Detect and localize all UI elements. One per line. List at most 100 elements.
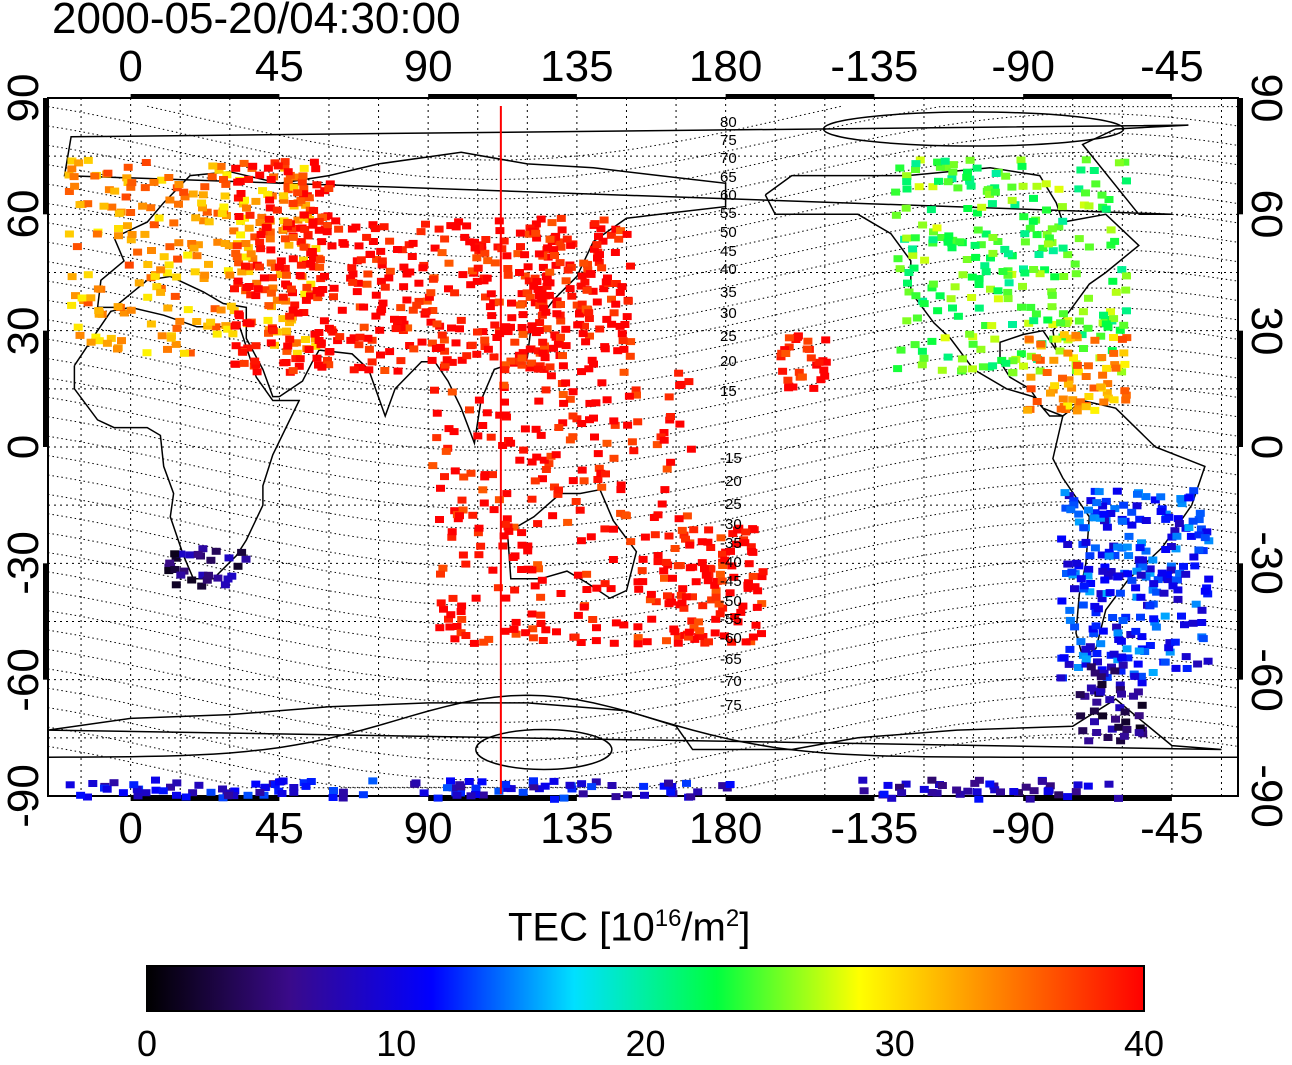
tec-cell (538, 338, 548, 346)
tec-cell (990, 786, 1000, 794)
tec-cell (70, 182, 80, 190)
tec-cell (268, 327, 278, 335)
tec-cell (142, 349, 152, 357)
tec-cell (1024, 335, 1034, 343)
tec-cell (928, 183, 938, 191)
geomag-contour (47, 132, 1239, 219)
tec-cell (306, 778, 316, 785)
tec-cell (1102, 523, 1112, 531)
tec-cell (589, 414, 598, 422)
tec-cell (250, 233, 260, 241)
tec-cell (300, 225, 310, 233)
tec-cell (1017, 162, 1027, 170)
tec-cell (534, 785, 544, 793)
tec-cell (1118, 517, 1127, 525)
tec-cell (626, 262, 635, 270)
tec-cell (447, 388, 457, 396)
tec-cell (242, 204, 251, 212)
tec-cell (264, 215, 274, 223)
tec-cell (686, 793, 696, 801)
tec-cell (549, 344, 558, 352)
tec-cell (523, 542, 533, 550)
tec-cell (502, 515, 512, 523)
tec-cell (532, 234, 542, 242)
tec-cell (346, 274, 356, 282)
tec-cell (545, 235, 555, 243)
tec-cell (94, 337, 104, 345)
tec-cell (1058, 310, 1068, 318)
tec-cell (589, 245, 599, 253)
tec-cell (1162, 571, 1172, 579)
tec-cell (236, 231, 246, 239)
tec-cell (1107, 663, 1116, 671)
tec-cell (432, 409, 442, 417)
tec-cell (984, 190, 994, 198)
tec-cell (1122, 177, 1131, 185)
tec-cell (285, 171, 295, 179)
tec-cell (217, 210, 227, 218)
tec-cell (166, 783, 175, 791)
tec-cell (1195, 509, 1205, 517)
tec-cell (444, 615, 453, 623)
tec-cell (1003, 295, 1013, 303)
tec-cell (283, 342, 293, 350)
tec-cell (533, 347, 543, 355)
tec-cell (127, 231, 137, 238)
tec-cell (1122, 726, 1132, 733)
tec-cell (197, 582, 207, 590)
tec-cell (613, 347, 623, 355)
contour-label: -45 (720, 573, 742, 590)
tec-cell (573, 571, 583, 579)
tec-cell (1050, 382, 1060, 390)
tec-cell (543, 253, 553, 261)
tec-cell (1025, 795, 1035, 803)
tec-cell (239, 159, 249, 167)
tec-cell (1122, 543, 1132, 551)
tec-cell (158, 787, 168, 795)
tec-cell (203, 322, 213, 330)
tec-cell (652, 441, 662, 449)
tec-cell (1173, 595, 1183, 603)
tec-cell (556, 301, 565, 308)
tec-cell (1080, 692, 1090, 700)
tec-cell (664, 779, 673, 787)
tec-cell (640, 533, 650, 541)
tec-cell (417, 338, 427, 346)
tec-cell (530, 477, 540, 485)
tec-cell (1034, 251, 1044, 258)
tec-cell (1121, 286, 1131, 294)
tec-cell (974, 795, 984, 803)
tec-cell (172, 779, 182, 787)
tec-cell (250, 357, 260, 365)
tec-cell (421, 308, 431, 316)
tec-cell (637, 567, 647, 575)
tec-cell (1160, 612, 1170, 620)
tec-cell (895, 783, 904, 791)
tec-cell (748, 633, 758, 641)
tec-cell (436, 599, 446, 607)
tec-cell (620, 321, 630, 328)
tec-cell (397, 316, 407, 323)
tec-cell (541, 308, 551, 316)
tec-cell (678, 585, 688, 593)
tec-cell (454, 218, 464, 226)
tec-cell (928, 280, 938, 288)
tec-cell (970, 779, 980, 787)
tec-cell (288, 289, 297, 297)
tec-cell (718, 604, 728, 612)
tec-cell (631, 386, 641, 394)
tec-cell (821, 336, 831, 344)
tec-cell (1138, 563, 1148, 571)
tec-cell (1036, 340, 1046, 348)
x-tick-bottom: -135 (830, 804, 919, 853)
tec-cell (244, 224, 254, 232)
tec-cell (1101, 497, 1111, 505)
tec-cell (1073, 781, 1083, 789)
tec-cell (268, 284, 278, 292)
tec-cell (1101, 205, 1111, 213)
tec-cell (1084, 506, 1093, 514)
tec-cell (541, 466, 551, 473)
tec-cell (629, 447, 639, 455)
tec-cell (1194, 516, 1204, 524)
tec-cell (585, 399, 595, 407)
